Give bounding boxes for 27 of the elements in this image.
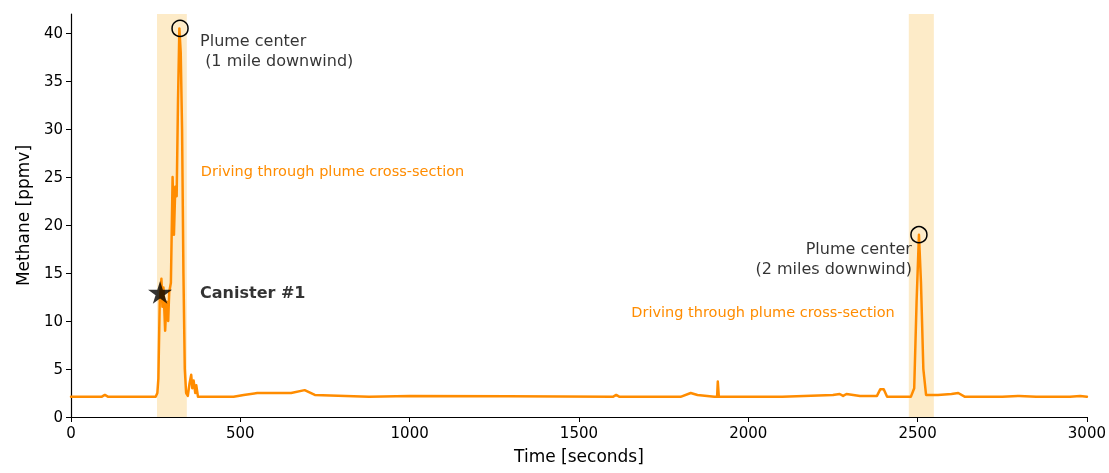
y-tick-label: 10: [43, 312, 63, 331]
annotation: Plume center (2 miles downwind): [750, 239, 913, 279]
y-tick-label: 15: [43, 264, 63, 283]
y-axis-title: Methane [ppmv]: [12, 144, 33, 287]
y-tick-label: 5: [53, 360, 63, 379]
y-tick-label: 20: [43, 216, 63, 235]
x-tick-label: 2500: [898, 423, 937, 442]
x-tick-label: 1000: [390, 423, 429, 442]
line-series: [69, 27, 1089, 399]
band-label: Driving through plume cross-section: [200, 163, 465, 180]
x-tick-label: 500: [226, 423, 255, 442]
point: [910, 225, 928, 244]
y-tick-label: 25: [43, 168, 63, 187]
x-tick-label: 1500: [559, 423, 599, 442]
x-axis-title: Time [seconds]: [513, 445, 644, 466]
y-tick-label: 30: [43, 120, 63, 139]
band-label: Driving through plume cross-section: [631, 304, 895, 321]
annotation: Plume center (1 mile downwind): [200, 30, 354, 70]
x-tick-label: 0: [66, 423, 76, 442]
x-tick-label: 3000: [1067, 423, 1107, 442]
y-tick-label: 35: [43, 72, 63, 91]
annotation: Canister #1: [200, 282, 306, 302]
point: [148, 280, 173, 304]
point: [171, 19, 189, 38]
y-tick-label: 0: [53, 408, 63, 426]
y-tick-label: 40: [43, 24, 63, 43]
x-tick-label: 2000: [729, 423, 768, 442]
